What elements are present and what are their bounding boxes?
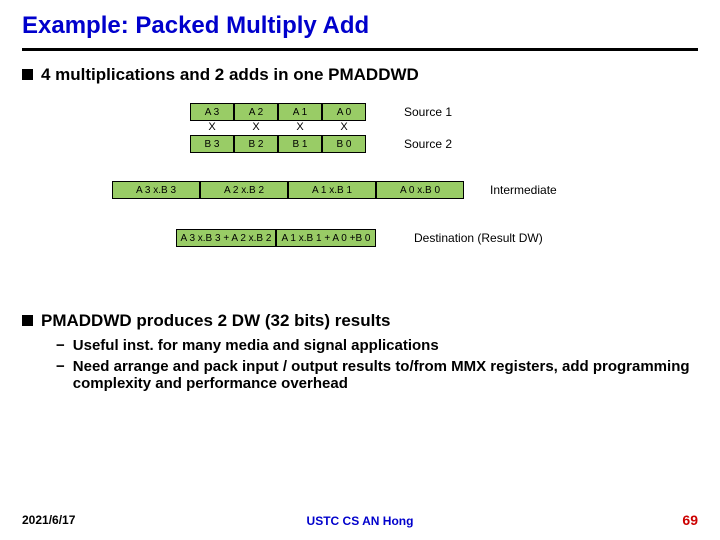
diagram-cell: A 3 x.B 3 + A 2 x.B 2 [176, 229, 276, 247]
bullet-1: 4 multiplications and 2 adds in one PMAD… [0, 65, 720, 85]
multiply-symbol: X [190, 121, 234, 133]
diagram-cell: A 3 [190, 103, 234, 121]
diagram-cell: A 1 x.B 1 + A 0 +B 0 [276, 229, 376, 247]
bullet-1-text: 4 multiplications and 2 adds in one PMAD… [41, 65, 419, 85]
bullet-2-text: PMADDWD produces 2 DW (32 bits) results [41, 311, 391, 331]
diagram-cell: B 1 [278, 135, 322, 153]
diagram-cell: A 0 [322, 103, 366, 121]
multiply-symbol: X [278, 121, 322, 133]
multiply-symbol: X [322, 121, 366, 133]
pmaddwd-diagram: A 3A 2A 1A 0Source 1XXXXB 3B 2B 1B 0Sour… [0, 103, 720, 283]
multiply-symbol: X [234, 121, 278, 133]
row-label: Intermediate [490, 183, 557, 197]
diagram-cell: B 0 [322, 135, 366, 153]
square-bullet-icon [22, 69, 33, 80]
diagram-cell: A 2 [234, 103, 278, 121]
title-rule [22, 48, 698, 51]
row-label: Destination (Result DW) [414, 231, 543, 245]
row-label: Source 1 [404, 105, 452, 119]
sub-1-text: Useful inst. for many media and signal a… [73, 337, 439, 354]
row-label: Source 2 [404, 137, 452, 151]
diagram-cell: B 2 [234, 135, 278, 153]
dash-icon: − [56, 337, 65, 354]
diagram-cell: A 1 x.B 1 [288, 181, 376, 199]
page-number: 69 [682, 512, 698, 528]
bullet-2: PMADDWD produces 2 DW (32 bits) results [0, 311, 720, 331]
diagram-cell: A 0 x.B 0 [376, 181, 464, 199]
footer-date: 2021/6/17 [22, 513, 75, 527]
sub-bullet-2: − Need arrange and pack input / output r… [0, 358, 720, 392]
sub-2-text: Need arrange and pack input / output res… [73, 358, 698, 392]
diagram-cell: A 1 [278, 103, 322, 121]
slide-title: Example: Packed Multiply Add [0, 0, 720, 48]
diagram-cell: A 3 x.B 3 [112, 181, 200, 199]
dash-icon: − [56, 358, 65, 375]
footer-center: USTC CS AN Hong [307, 514, 414, 528]
diagram-cell: B 3 [190, 135, 234, 153]
sub-bullet-1: − Useful inst. for many media and signal… [0, 337, 720, 354]
square-bullet-icon [22, 315, 33, 326]
diagram-cell: A 2 x.B 2 [200, 181, 288, 199]
